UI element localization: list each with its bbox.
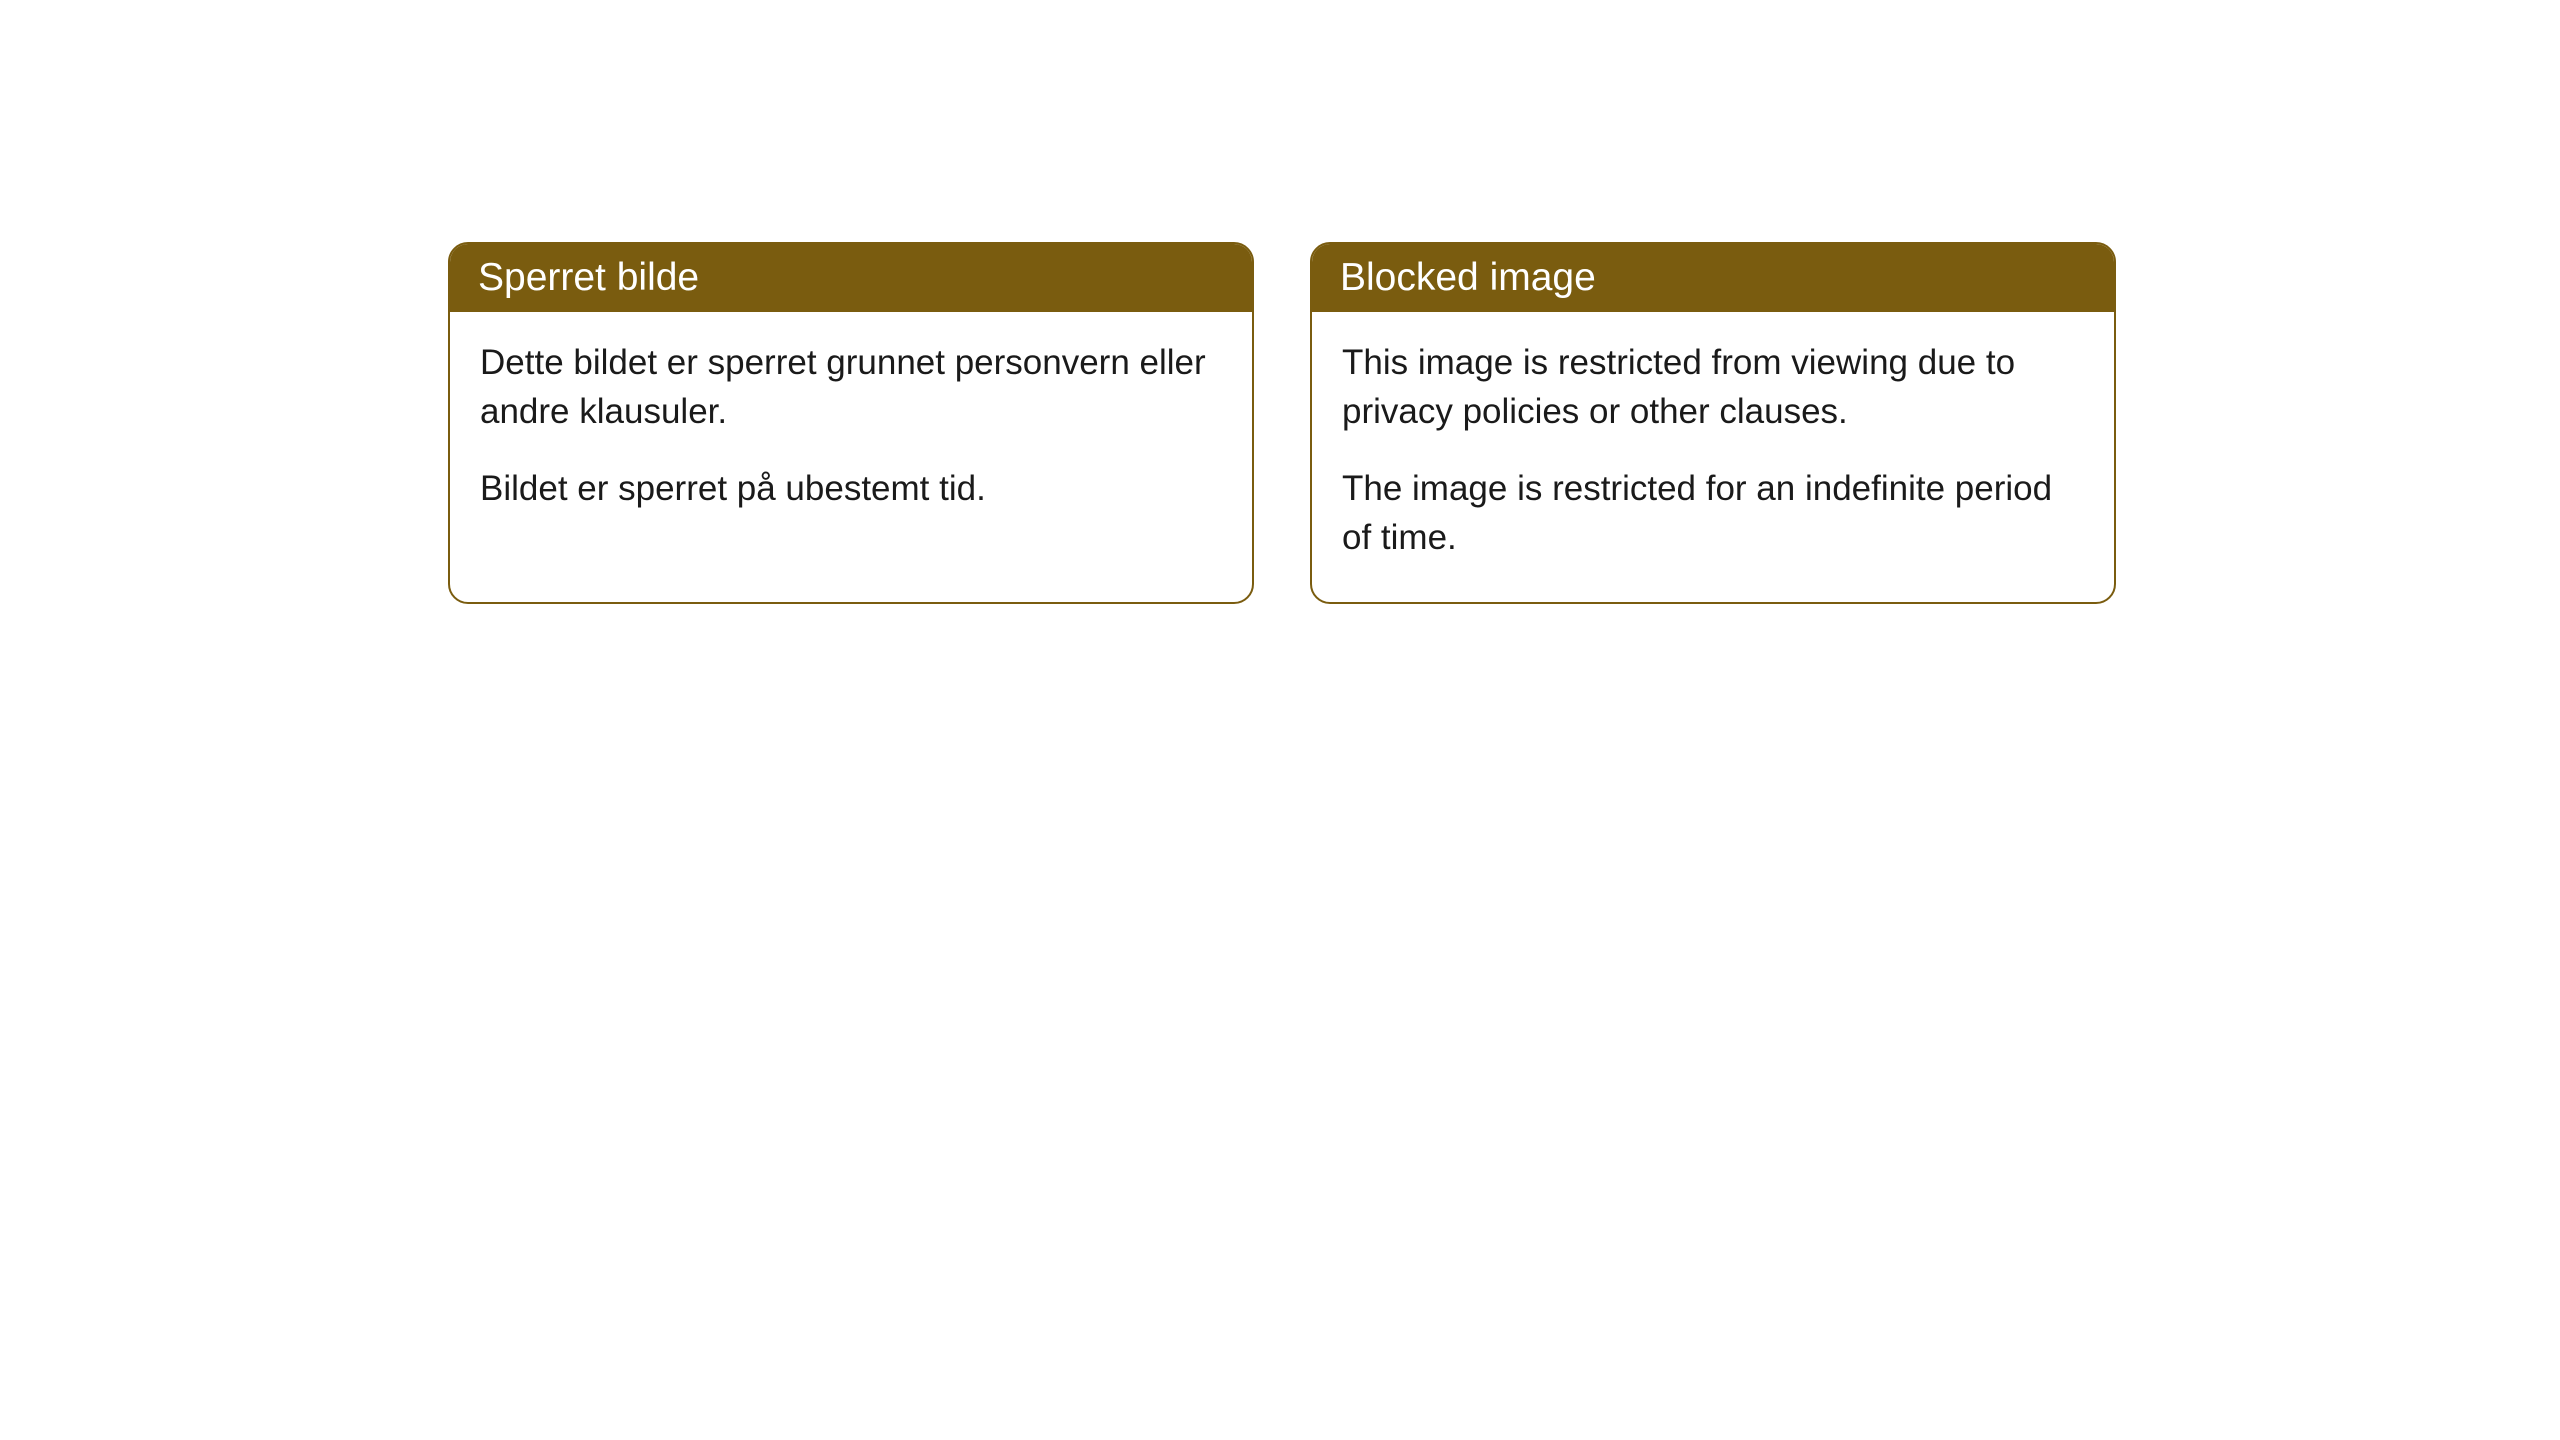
- notice-cards-container: Sperret bilde Dette bildet er sperret gr…: [448, 242, 2116, 604]
- card-title: Sperret bilde: [478, 256, 699, 299]
- card-paragraph: Dette bildet er sperret grunnet personve…: [480, 338, 1222, 436]
- card-title: Blocked image: [1340, 256, 1596, 299]
- card-header-norwegian: Sperret bilde: [450, 244, 1252, 312]
- card-header-english: Blocked image: [1312, 244, 2114, 312]
- card-paragraph: The image is restricted for an indefinit…: [1342, 464, 2084, 562]
- card-body-english: This image is restricted from viewing du…: [1312, 312, 2114, 602]
- notice-card-english: Blocked image This image is restricted f…: [1310, 242, 2116, 604]
- card-body-norwegian: Dette bildet er sperret grunnet personve…: [450, 312, 1252, 553]
- notice-card-norwegian: Sperret bilde Dette bildet er sperret gr…: [448, 242, 1254, 604]
- card-paragraph: This image is restricted from viewing du…: [1342, 338, 2084, 436]
- card-paragraph: Bildet er sperret på ubestemt tid.: [480, 464, 1222, 513]
